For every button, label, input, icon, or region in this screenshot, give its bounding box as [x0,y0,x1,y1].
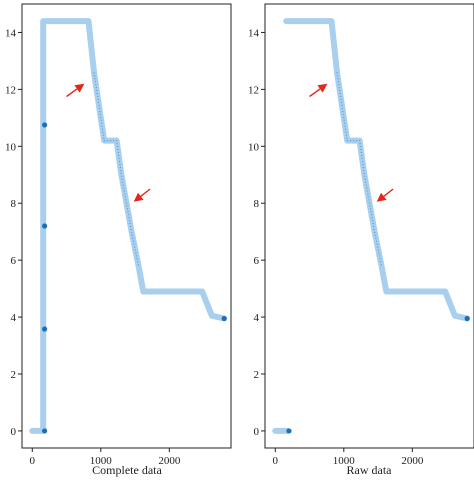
annotation-arrow [309,83,328,98]
x-tick-label: 1000 [333,455,356,467]
data-point [42,326,48,332]
y-tick-label: 8 [11,198,17,210]
y-tick-label: 4 [254,312,260,324]
data-point [42,223,48,229]
x-ticks-group: 0 1000 2000 [273,448,424,467]
arrows-group [66,83,151,202]
y-tick-label: 0 [254,426,260,438]
y-ticks-group: 0 2 4 6 8 10 12 14 [248,27,265,438]
x-axis-label: Complete data [92,463,162,477]
data-points-group [42,122,227,434]
y-tick-label: 14 [5,27,17,39]
panel-complete-data: 0 2 4 6 8 10 12 14 0 1000 2000 Complete data [5,3,232,477]
arrows-group [309,83,394,202]
data-point [286,428,292,434]
y-tick-label: 6 [254,255,260,267]
plot-frame [264,3,474,449]
x-tick-label: 0 [273,455,279,467]
x-tick-label: 2000 [401,455,424,467]
data-point [42,122,48,128]
annotation-arrow [376,188,394,202]
y-tick-label: 4 [11,312,17,324]
data-band-group [272,18,471,434]
y-ticks-group: 0 2 4 6 8 10 12 14 [5,27,22,438]
x-tick-label: 0 [30,455,36,467]
y-tick-label: 12 [5,84,16,96]
data-band-upper [283,18,471,322]
data-point [464,315,470,322]
data-band-detail [336,72,383,266]
y-tick-label: 8 [254,198,260,210]
plot-frame [21,3,232,449]
data-point [42,428,48,434]
y-tick-label: 2 [254,369,260,381]
x-tick-label: 1000 [90,455,113,467]
x-tick-label: 2000 [158,455,181,467]
annotation-arrow [133,188,151,202]
y-tick-label: 10 [5,141,17,153]
data-points-group [286,315,470,434]
data-band-group [29,18,228,434]
data-band [29,18,228,434]
x-ticks-group: 0 1000 2000 [30,448,181,467]
panel-raw-data: 0 2 4 6 8 10 12 14 0 1000 2000 Raw data [248,3,474,477]
data-band-detail [93,72,140,266]
y-tick-label: 0 [11,426,17,438]
y-tick-label: 14 [248,27,260,39]
y-tick-label: 10 [248,141,260,153]
y-tick-label: 2 [11,369,17,381]
annotation-arrow [66,83,85,98]
y-tick-label: 6 [11,255,17,267]
y-tick-label: 12 [248,84,259,96]
data-point [221,315,227,322]
x-axis-label: Raw data [347,463,393,477]
